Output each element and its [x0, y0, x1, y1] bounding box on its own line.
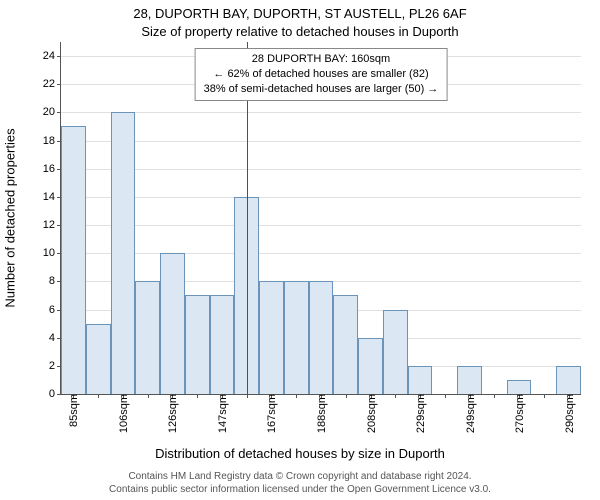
y-tick-label: 24	[43, 50, 61, 62]
x-tick-mark	[346, 394, 347, 398]
x-tick-mark	[395, 394, 396, 398]
y-tick-label: 20	[43, 106, 61, 118]
y-tick-label: 0	[49, 388, 61, 400]
chart-wrapper: 28, DUPORTH BAY, DUPORTH, ST AUSTELL, PL…	[0, 0, 600, 500]
gridline	[61, 197, 581, 198]
footer-line-1: Contains HM Land Registry data © Crown c…	[0, 470, 600, 483]
gridline	[61, 225, 581, 226]
x-tick-label: 167sqm	[264, 394, 278, 433]
gridline	[61, 112, 581, 113]
y-tick-label: 22	[43, 78, 61, 90]
footer-line-2: Contains public sector information licen…	[0, 483, 600, 496]
x-tick-mark	[296, 394, 297, 398]
y-tick-label: 12	[43, 219, 61, 231]
x-tick-label: 208sqm	[364, 394, 378, 433]
x-tick-label: 290sqm	[562, 394, 576, 433]
x-tick-label: 270sqm	[512, 394, 526, 433]
histogram-bar	[86, 324, 111, 394]
x-tick-mark	[98, 394, 99, 398]
x-tick-mark	[544, 394, 545, 398]
x-tick-label: 188sqm	[314, 394, 328, 433]
x-axis-label: Distribution of detached houses by size …	[0, 446, 600, 461]
chart-title-main: 28, DUPORTH BAY, DUPORTH, ST AUSTELL, PL…	[0, 6, 600, 21]
histogram-bar	[383, 310, 408, 394]
histogram-bar	[61, 126, 86, 394]
x-tick-mark	[197, 394, 198, 398]
histogram-bar	[408, 366, 433, 394]
chart-title-sub: Size of property relative to detached ho…	[0, 24, 600, 39]
histogram-bar	[358, 338, 383, 394]
x-tick-label: 126sqm	[165, 394, 179, 433]
y-tick-label: 14	[43, 191, 61, 203]
histogram-bar	[135, 281, 160, 394]
annotation-line-3: 38% of semi-detached houses are larger (…	[204, 82, 439, 97]
gridline	[61, 253, 581, 254]
x-tick-label: 229sqm	[413, 394, 427, 433]
x-tick-label: 106sqm	[116, 394, 130, 433]
y-tick-label: 2	[49, 360, 61, 372]
annotation-line-2: ← 62% of detached houses are smaller (82…	[204, 67, 439, 82]
plot-area: 02468101214161820222485sqm106sqm126sqm14…	[60, 42, 581, 395]
histogram-bar	[556, 366, 581, 394]
gridline	[61, 141, 581, 142]
histogram-bar	[259, 281, 284, 394]
y-tick-label: 10	[43, 247, 61, 259]
histogram-bar	[309, 281, 334, 394]
histogram-bar	[185, 295, 210, 394]
histogram-bar	[333, 295, 358, 394]
gridline	[61, 169, 581, 170]
histogram-bar	[210, 295, 235, 394]
x-tick-label: 147sqm	[215, 394, 229, 433]
histogram-bar	[507, 380, 532, 394]
x-tick-mark	[247, 394, 248, 398]
annotation-box: 28 DUPORTH BAY: 160sqm ← 62% of detached…	[195, 48, 448, 101]
x-tick-mark	[445, 394, 446, 398]
y-tick-label: 6	[49, 304, 61, 316]
y-tick-label: 16	[43, 163, 61, 175]
y-axis-label: Number of detached properties	[3, 128, 18, 307]
histogram-bar	[457, 366, 482, 394]
x-tick-label: 85sqm	[66, 394, 80, 427]
footer-text: Contains HM Land Registry data © Crown c…	[0, 470, 600, 496]
histogram-bar	[111, 112, 136, 394]
histogram-bar	[160, 253, 185, 394]
annotation-line-1: 28 DUPORTH BAY: 160sqm	[204, 52, 439, 67]
y-tick-label: 8	[49, 275, 61, 287]
x-tick-label: 249sqm	[463, 394, 477, 433]
x-tick-mark	[148, 394, 149, 398]
y-tick-label: 4	[49, 332, 61, 344]
y-tick-label: 18	[43, 135, 61, 147]
histogram-bar	[284, 281, 309, 394]
x-tick-mark	[494, 394, 495, 398]
